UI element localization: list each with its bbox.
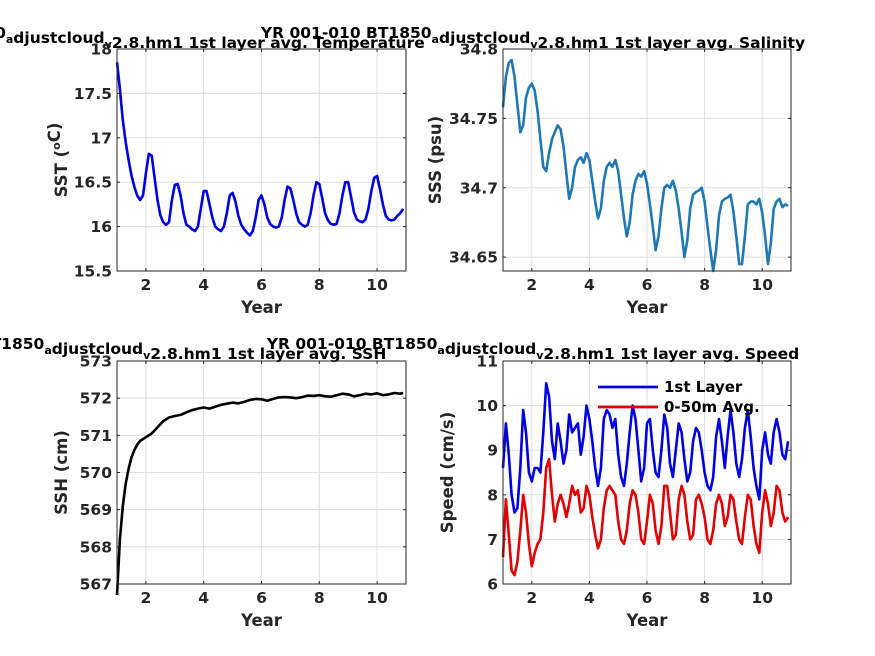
y-tick-label: 9 <box>487 442 498 460</box>
x-tick-label: 2 <box>526 276 537 294</box>
x-tick-label: 4 <box>584 276 595 294</box>
legend-label: 0-50m Avg. <box>664 398 760 416</box>
y-tick-label: 8 <box>487 486 498 504</box>
x-tick-label: 2 <box>141 276 152 294</box>
series-line-0 <box>115 391 404 596</box>
y-tick-label: 16.5 <box>74 174 112 192</box>
speed-title: YR 001-010 BT1850adjustcloudv2.8.hm1 1st… <box>266 335 799 363</box>
panel-sst: YR 001-010 BT1850adjustcloudv2.8.hm1 1st… <box>0 24 425 317</box>
series-line-0 <box>501 58 789 273</box>
title-part: a <box>44 344 51 357</box>
title-part: a <box>437 344 444 357</box>
y-tick-label: 18 <box>90 41 112 59</box>
ylabel-part: o <box>50 142 63 150</box>
x-tick-label: 10 <box>366 276 388 294</box>
ssh-title: YR 001-010 BT1850adjustcloudv2.8.hm1 1st… <box>0 335 386 363</box>
title-part: 2.8.hm1 1st layer avg. Speed <box>543 345 799 363</box>
sst-xlabel: Year <box>240 298 283 317</box>
title-part: v <box>536 349 544 362</box>
y-tick-label: 34.65 <box>449 249 498 267</box>
title-part: v <box>530 38 538 51</box>
y-tick-label: 567 <box>80 576 112 594</box>
y-tick-label: 15.5 <box>74 263 112 281</box>
series-line-0-50m-avg- <box>501 457 790 577</box>
y-tick-label: 17 <box>90 129 112 147</box>
y-tick-label: 34.75 <box>449 110 498 128</box>
panel-speed: YR 001-010 BT1850adjustcloudv2.8.hm1 1st… <box>266 335 799 630</box>
x-tick-label: 6 <box>642 276 653 294</box>
title-part: 2.8.hm1 1st layer avg. SSH <box>150 345 386 363</box>
x-tick-label: 4 <box>198 589 209 607</box>
title-part: djustcloud <box>52 340 143 358</box>
x-tick-label: 2 <box>141 589 152 607</box>
x-tick-label: 6 <box>256 589 267 607</box>
x-tick-label: 10 <box>751 589 773 607</box>
x-tick-label: 2 <box>526 589 537 607</box>
y-tick-label: 6 <box>487 576 498 594</box>
y-tick-label: 569 <box>80 501 112 519</box>
legend-label: 1st Layer <box>664 378 743 396</box>
title-part: v <box>105 38 113 51</box>
x-tick-label: 4 <box>198 276 209 294</box>
ylabel-part: C) <box>45 123 64 143</box>
y-tick-label: 570 <box>80 464 113 482</box>
title-part: djustcloud <box>439 29 530 47</box>
panel-ssh: YR 001-010 BT1850adjustcloudv2.8.hm1 1st… <box>0 335 407 630</box>
y-tick-label: 571 <box>80 427 112 445</box>
y-tick-label: 17.5 <box>74 85 112 103</box>
y-tick-label: 572 <box>80 390 112 408</box>
panel-sss: YR 001-010 BT1850adjustcloudv2.8.hm1 1st… <box>260 24 805 317</box>
ssh-ylabel: SSH (cm) <box>52 430 71 515</box>
x-tick-label: 10 <box>751 276 773 294</box>
ssh-xlabel: Year <box>240 611 283 630</box>
y-tick-label: 10 <box>476 397 498 415</box>
y-tick-label: 7 <box>487 531 498 549</box>
series-line-1st-layer <box>501 382 790 514</box>
x-tick-label: 8 <box>314 589 325 607</box>
title-part: YR 001-010 BT1850 <box>0 24 6 42</box>
sst-ylabel: SST (oC) <box>45 123 71 198</box>
sst-title: YR 001-010 BT1850adjustcloudv2.8.hm1 1st… <box>0 24 425 52</box>
legend: 1st Layer 0-50m Avg. <box>598 378 760 416</box>
x-tick-label: 6 <box>642 589 653 607</box>
title-part: YR 001-010 BT1850 <box>0 335 45 353</box>
y-tick-label: 573 <box>80 353 112 371</box>
sss-title: YR 001-010 BT1850adjustcloudv2.8.hm1 1st… <box>260 24 805 52</box>
speed-xlabel: Year <box>626 611 669 630</box>
y-tick-label: 34.7 <box>460 179 498 197</box>
sss-ylabel: SSS (psu) <box>426 116 445 204</box>
title-part: YR 001-010 BT1850 <box>266 335 438 353</box>
ylabel-part: SST ( <box>52 150 71 198</box>
title-part: YR 001-010 BT1850 <box>260 24 432 42</box>
title-part: v <box>143 349 151 362</box>
title-part: a <box>432 33 439 46</box>
title-part: 2.8.hm1 1st layer avg. Temperature <box>112 34 425 52</box>
y-tick-label: 16 <box>90 218 112 236</box>
y-tick-label: 11 <box>476 353 498 371</box>
title-part: 2.8.hm1 1st layer avg. Salinity <box>538 34 806 52</box>
x-tick-label: 10 <box>366 589 388 607</box>
x-tick-label: 8 <box>699 276 710 294</box>
speed-ylabel: Speed (cm/s) <box>438 412 457 534</box>
x-tick-label: 6 <box>256 276 267 294</box>
x-tick-label: 8 <box>699 589 710 607</box>
title-part: a <box>6 33 13 46</box>
x-tick-label: 8 <box>314 276 325 294</box>
title-part: djustcloud <box>445 340 536 358</box>
title-part: djustcloud <box>13 29 104 47</box>
sss-xlabel: Year <box>626 298 669 317</box>
y-tick-label: 34.8 <box>460 41 498 59</box>
x-tick-label: 4 <box>584 589 595 607</box>
series-line-0 <box>115 62 405 237</box>
y-tick-label: 568 <box>80 538 112 556</box>
